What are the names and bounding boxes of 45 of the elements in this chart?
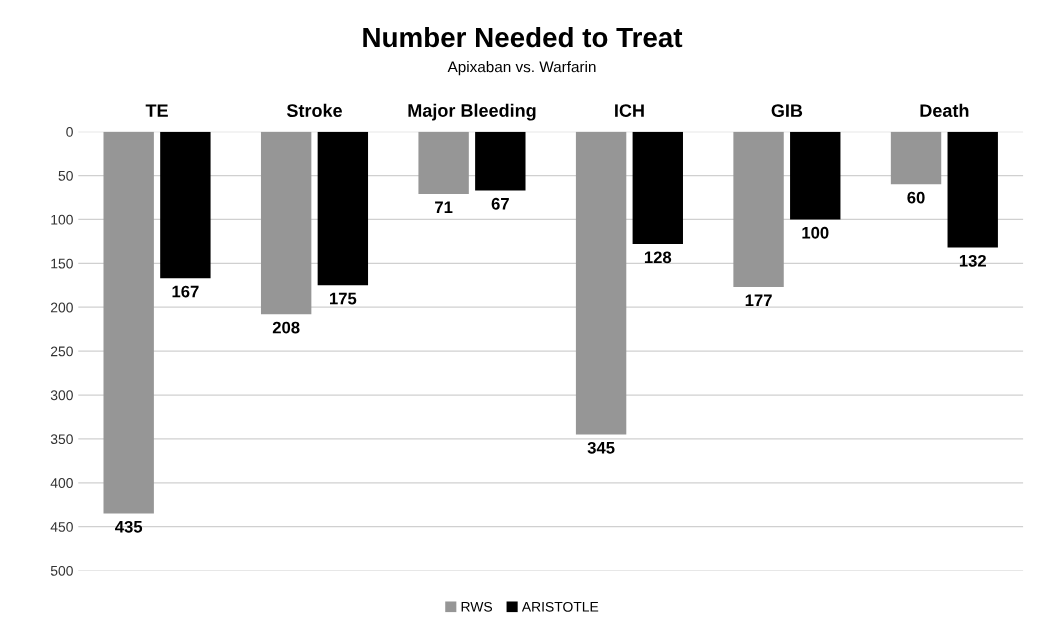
bar xyxy=(317,131,369,286)
bar xyxy=(103,131,154,514)
data-label: 177 xyxy=(745,294,772,307)
bar xyxy=(418,131,469,194)
legend-label: RWS xyxy=(461,601,493,612)
chart-title: Number Needed to Treat xyxy=(363,26,683,48)
y-tick-label: 300 xyxy=(50,390,73,401)
x-tick-label: GIB xyxy=(771,104,803,117)
x-tick-label: ICH xyxy=(615,104,644,117)
y-tick-label: 350 xyxy=(50,434,73,445)
x-tick-label: Stroke xyxy=(286,103,342,117)
x-tick-label: Major Bleeding xyxy=(408,103,536,121)
y-tick-label: 0 xyxy=(66,127,73,137)
y-tick-label: 50 xyxy=(58,170,73,181)
data-label: 128 xyxy=(644,251,672,264)
bar xyxy=(947,131,998,248)
bar xyxy=(475,131,526,191)
bar xyxy=(160,131,211,279)
data-label: 345 xyxy=(587,441,615,454)
legend-label: ARISTOTLE xyxy=(521,601,599,612)
y-tick-label: 200 xyxy=(50,302,73,313)
y-tick-label: 250 xyxy=(50,346,73,357)
data-label: 67 xyxy=(491,197,509,210)
chart-subtitle: Apixaban vs. Warfarin xyxy=(447,61,596,76)
data-label: 100 xyxy=(802,226,829,239)
data-label: 132 xyxy=(959,254,986,267)
bar xyxy=(632,131,683,245)
data-label: 208 xyxy=(272,321,300,334)
bar xyxy=(260,131,312,315)
data-label: 60 xyxy=(907,191,925,204)
y-tick-label: 400 xyxy=(50,478,73,488)
y-tick-label: 450 xyxy=(50,522,73,532)
y-tick-label: 100 xyxy=(51,214,73,225)
bar xyxy=(733,131,784,288)
y-tick-label: 500 xyxy=(50,565,73,576)
data-label: 167 xyxy=(172,285,199,298)
bar xyxy=(790,131,841,220)
y-tick-label: 150 xyxy=(51,258,73,269)
data-label: 175 xyxy=(330,292,357,305)
x-tick-label: Death xyxy=(920,103,969,117)
x-tick-label: TE xyxy=(145,104,168,117)
data-label: 435 xyxy=(115,520,143,533)
data-label: 71 xyxy=(435,201,453,214)
bar xyxy=(575,131,627,435)
bar xyxy=(890,131,942,185)
